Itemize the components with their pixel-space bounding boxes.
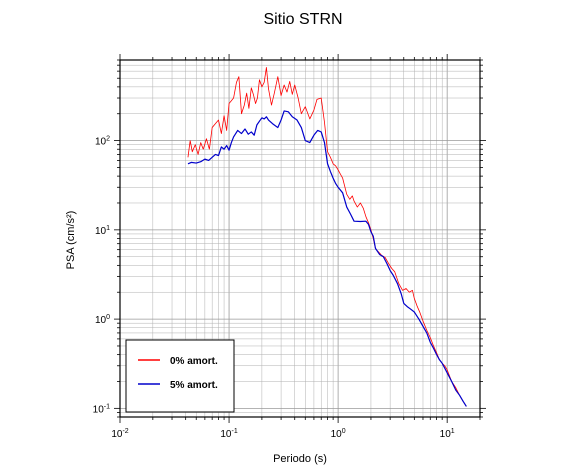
legend-label-5pct: 5% amort. — [170, 380, 218, 391]
x-tick-label: 10-1 — [220, 428, 237, 440]
series-line-0pct — [187, 67, 467, 407]
y-tick-label: 100 — [95, 314, 110, 326]
legend: 0% amort. 5% amort. — [125, 339, 235, 413]
legend-label-0pct: 0% amort. — [170, 356, 218, 367]
x-tick-label: 101 — [440, 428, 455, 440]
x-tick-label: 100 — [331, 428, 346, 440]
series-layer — [187, 67, 467, 407]
y-tick-label: 10-1 — [93, 403, 110, 415]
axis-ticks: 10-2 10-1 100 101 10-1 100 101 102 — [93, 54, 486, 440]
y-tick-label: 102 — [95, 136, 110, 148]
y-tick-label: 101 — [95, 225, 110, 237]
legend-box — [125, 339, 235, 413]
series-line-5pct — [187, 110, 467, 407]
x-tick-label: 10-2 — [111, 428, 128, 440]
x-axis-label: Periodo (s) — [273, 453, 327, 465]
chart-title: Sitio STRN — [263, 11, 342, 28]
y-axis-label: PSA (cm/s²) — [65, 211, 77, 270]
